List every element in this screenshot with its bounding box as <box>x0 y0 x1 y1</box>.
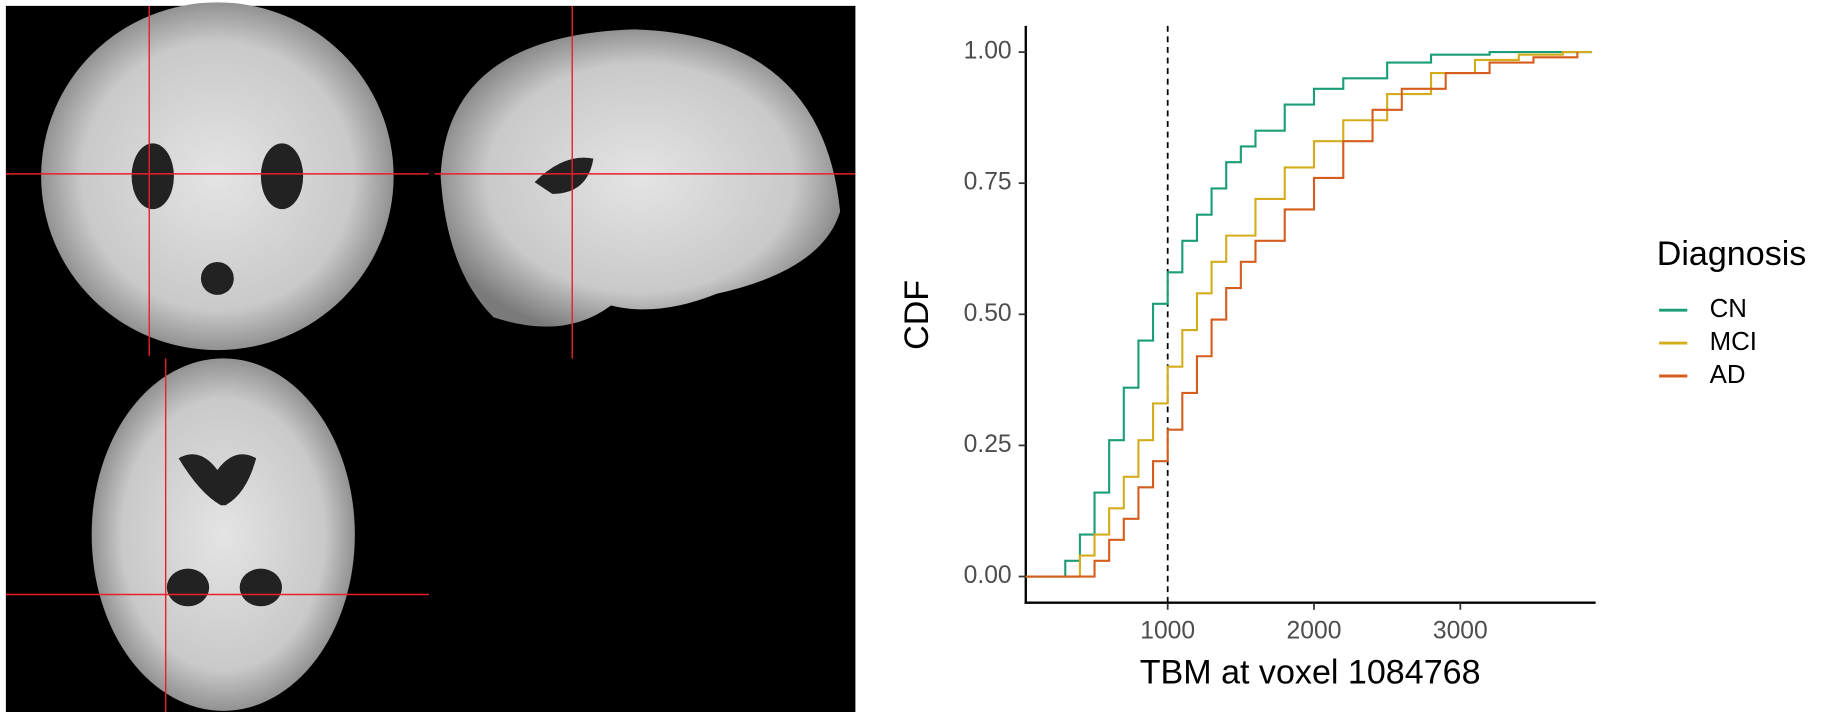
brainstem <box>200 262 234 295</box>
cdf-line <box>1025 51 1592 578</box>
ventricle <box>239 568 282 607</box>
y-axis-title: CDF <box>898 280 936 350</box>
ventricle <box>534 157 594 194</box>
y-tick-label: 1.00 <box>964 38 1012 65</box>
mri-panel <box>5 2 856 712</box>
coronal-slice <box>41 2 394 351</box>
x-tick-label: 1000 <box>1140 618 1195 645</box>
y-tick-label: 0.00 <box>964 562 1012 589</box>
y-tick-label: 0.75 <box>964 169 1012 196</box>
ventricle <box>260 143 304 210</box>
y-tick-label: 0.50 <box>964 300 1012 327</box>
legend-label: CN <box>1710 295 1747 323</box>
legend-label: AD <box>1710 361 1746 389</box>
legend-label: MCI <box>1710 328 1757 356</box>
x-tick-label: 2000 <box>1287 618 1342 645</box>
x-tick-label: 3000 <box>1433 618 1488 645</box>
cdf-line <box>1025 51 1592 578</box>
ventricle <box>166 568 210 607</box>
sagittal-slice <box>440 29 841 327</box>
ventricle <box>131 143 174 210</box>
cdf-line <box>1025 52 1579 578</box>
axial-slice <box>91 358 355 711</box>
x-axis-title: TBM at voxel 1084768 <box>1140 653 1481 691</box>
ventricle <box>178 454 257 506</box>
legend-title: Diagnosis <box>1657 235 1807 273</box>
y-tick-label: 0.25 <box>964 431 1012 458</box>
